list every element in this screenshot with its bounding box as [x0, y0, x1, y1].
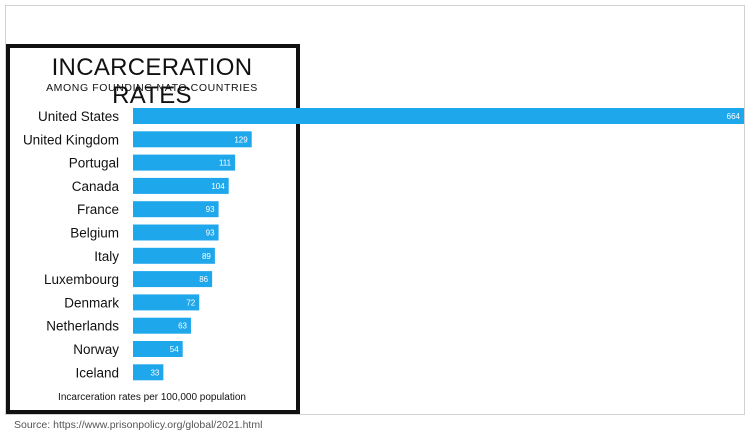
bar — [133, 108, 744, 124]
category-label: Portugal — [69, 156, 119, 171]
bar — [133, 341, 183, 357]
category-label: Denmark — [64, 295, 119, 310]
bar — [133, 317, 191, 334]
bar — [133, 154, 236, 171]
chart-title: INCARCERATION RATES — [51, 54, 253, 109]
category-label: Belgium — [70, 226, 119, 241]
bar — [133, 271, 213, 288]
bar-value-label: 86 — [199, 275, 208, 284]
bar — [133, 201, 219, 218]
category-label: Italy — [94, 249, 119, 264]
category-label: France — [77, 202, 119, 217]
bar-value-label: 129 — [234, 135, 248, 144]
category-label: United Kingdom — [23, 132, 119, 147]
bar — [133, 247, 215, 264]
category-label: Iceland — [75, 365, 119, 380]
category-label: Norway — [73, 342, 119, 357]
bar-value-label: 33 — [150, 368, 159, 377]
slide-frame — [5, 5, 745, 415]
chart-subtitle: AMONG FOUNDING NATO COUNTRIES — [46, 82, 258, 94]
bar — [133, 294, 200, 311]
bar — [133, 364, 164, 381]
bar-value-label: 72 — [186, 298, 195, 307]
bar — [133, 177, 229, 194]
source-citation: Source: https://www.prisonpolicy.org/glo… — [14, 419, 263, 431]
axis-caption: Incarceration rates per 100,000 populati… — [58, 392, 246, 403]
category-label: Netherlands — [46, 319, 119, 334]
category-label: United States — [38, 109, 119, 124]
bar — [133, 131, 252, 148]
category-label: Canada — [72, 179, 120, 194]
bar-value-label: 104 — [211, 182, 225, 191]
category-label: Luxembourg — [44, 272, 119, 287]
bar-value-label: 93 — [206, 205, 215, 214]
bar-value-label: 111 — [219, 159, 232, 168]
bar-value-label: 54 — [170, 345, 179, 354]
bar-value-label: 89 — [202, 252, 211, 261]
bar-value-label: 664 — [727, 112, 741, 121]
bar-value-label: 63 — [178, 322, 187, 331]
bar-value-label: 93 — [206, 229, 215, 238]
bar — [133, 224, 219, 241]
